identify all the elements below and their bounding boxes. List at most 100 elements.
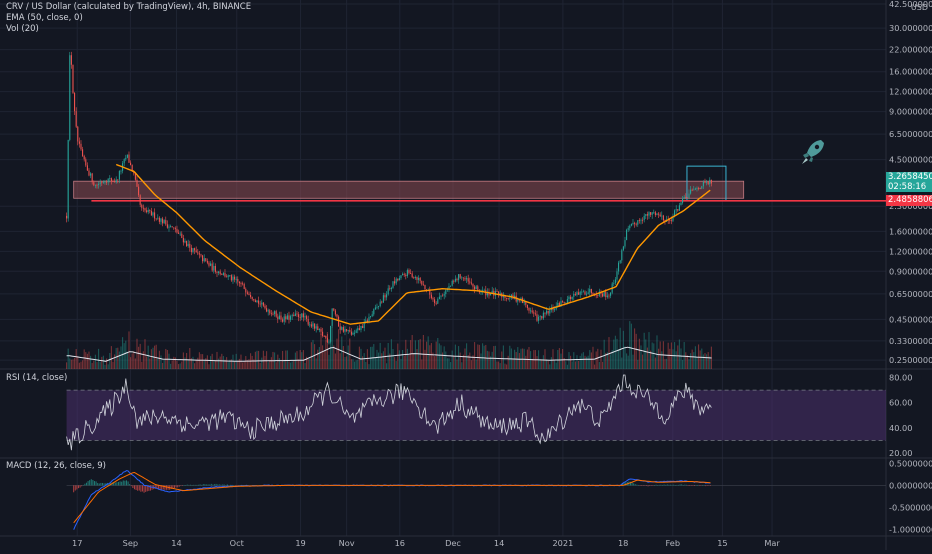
candle [419,277,421,281]
candle [558,302,560,307]
macd-tick-label: -1.0000000 [889,524,932,534]
candle [98,183,100,185]
volume-bar [283,360,285,369]
volume-bar [594,364,596,369]
macd-histogram-bar [140,485,142,492]
candle [554,309,556,311]
candle [86,165,88,171]
candle [346,329,348,331]
candle [549,310,551,314]
candle [538,316,540,321]
candle [224,273,226,277]
volume-bar [672,349,674,369]
candle [458,274,460,281]
candle [83,155,85,160]
candle [354,332,356,334]
volume-bar [229,359,231,369]
candle [630,223,632,226]
candle [707,181,709,185]
candle [232,276,234,281]
candle [102,181,104,183]
candle [214,265,216,272]
time-tick-label: Dec [445,538,461,548]
candle [437,299,439,304]
volume-bar [547,360,549,369]
candle [435,302,437,304]
macd-histogram-bar [658,484,660,486]
volume-bar [474,342,476,369]
volume-bar [317,349,319,369]
volume-bar [213,361,215,369]
volume-bar [354,361,356,369]
macd-histogram-bar [212,484,214,486]
candle [360,326,362,330]
volume-bar [366,349,368,369]
volume-bar [130,357,132,369]
volume-bar [571,361,573,369]
candle [230,275,232,281]
candle [208,262,210,266]
volume-bar [587,355,589,369]
candle [213,265,215,271]
volume-bar [304,362,306,369]
time-tick-label: 15 [717,538,727,548]
candle [141,204,143,208]
macd-tick-label: 0.5000000 [889,458,932,468]
price-tick-label: 0.9000000 [889,266,932,276]
volume-bar [418,340,420,369]
candle [613,283,615,284]
volume-bar [619,327,621,369]
candle [238,281,240,284]
volume-bar [667,342,669,369]
macd-histogram-bar [685,484,687,486]
candle [453,280,455,282]
time-tick-label: 16 [395,538,405,548]
volume-bar [109,352,111,369]
macd-histogram-bar [103,483,105,486]
candle [640,219,642,221]
candle [690,189,692,194]
candle [365,320,367,322]
volume-bar [654,357,656,369]
macd-histogram-bar [655,484,657,486]
candle [557,302,559,307]
candle [634,222,636,224]
volume-bar [430,343,432,369]
macd-histogram-bar [231,484,233,486]
rsi-tick-label: 80.00 [889,373,912,383]
candle [101,182,103,184]
macd-histogram-bar [693,485,695,487]
volume-bar [627,355,629,369]
candle [650,212,652,215]
macd-histogram-bar [157,485,159,490]
volume-bar [211,353,213,369]
volume-bar [203,360,205,369]
volume-ma-line [66,346,712,362]
candle [347,329,349,331]
candle [606,295,608,298]
candle [390,287,392,290]
macd-histogram-bar [665,484,667,486]
volume-bar [99,361,101,369]
volume-bar [200,354,202,369]
candle [155,218,157,220]
candle [638,220,640,221]
candle [331,308,333,326]
volume-bar [384,347,386,369]
volume-bar [438,343,440,369]
macd-histogram-bar [229,484,231,486]
volume-bar [123,343,125,369]
volume-bar [646,347,648,369]
macd-histogram-bar [175,485,177,488]
candle [189,243,191,248]
candle [474,286,476,290]
candle [544,312,546,314]
volume-bar [707,352,709,369]
candle [110,178,112,182]
candle [413,277,415,279]
volume-bar [688,359,690,369]
volume-bar [397,343,399,369]
candle [130,162,132,166]
candle [240,283,242,285]
